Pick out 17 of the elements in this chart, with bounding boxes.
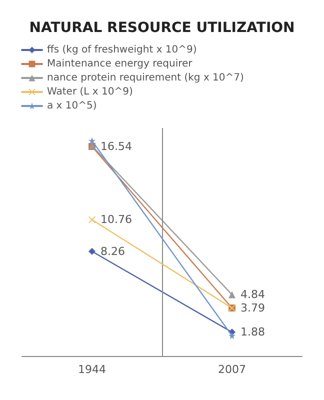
legend-label: a x 10^5) bbox=[47, 100, 97, 112]
data-label: 10.76 bbox=[100, 213, 132, 226]
x-tick-label: 2007 bbox=[218, 363, 246, 376]
legend-label: Maintenance energy requirer bbox=[47, 58, 194, 70]
legend-label: Water (L x 10^9) bbox=[47, 86, 133, 98]
data-label: 16.54 bbox=[100, 140, 132, 153]
x-tick-label: 1944 bbox=[78, 363, 106, 376]
data-label: 3.79 bbox=[240, 301, 265, 314]
data-label: 1.88 bbox=[240, 326, 265, 339]
point bbox=[88, 248, 96, 255]
point bbox=[88, 137, 96, 144]
legend-label: ffs (kg of freshweight x 10^9) bbox=[47, 44, 197, 56]
chart-title: NATURAL RESOURCE UTILIZATION bbox=[29, 20, 295, 36]
point bbox=[228, 332, 236, 340]
data-label: 4.84 bbox=[240, 288, 265, 302]
legend-label: nance protein requirement (kg x 10^7) bbox=[47, 72, 244, 84]
data-label: 8.26 bbox=[100, 244, 125, 258]
